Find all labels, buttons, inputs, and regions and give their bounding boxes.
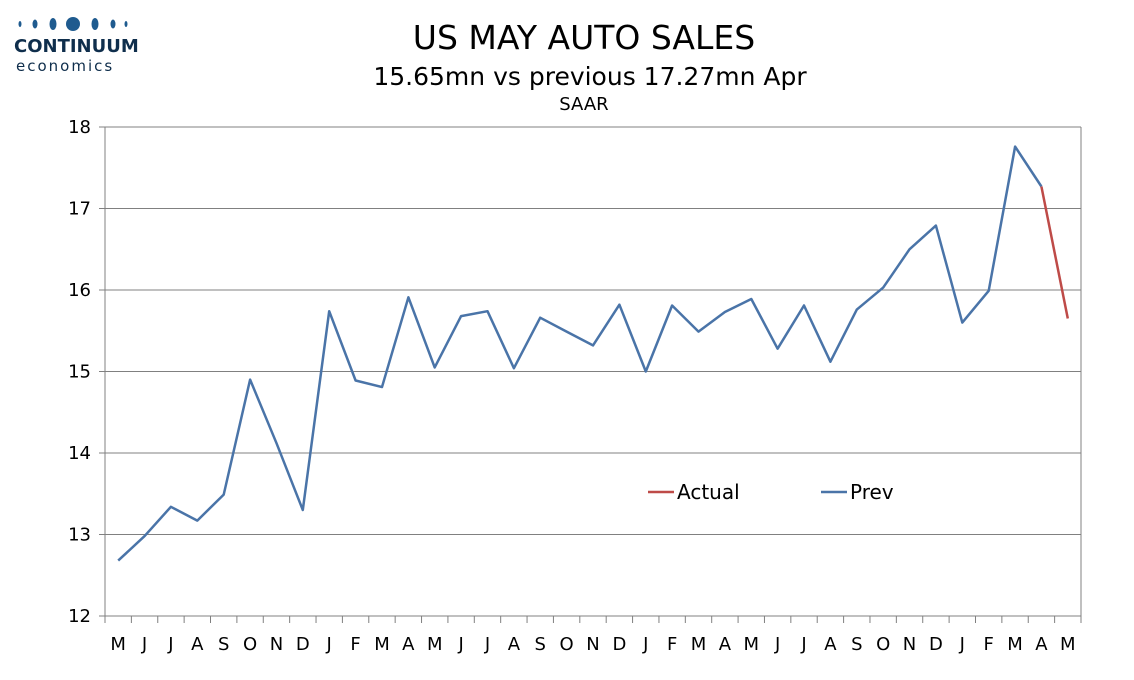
x-tick-label: A <box>508 634 521 655</box>
grid-layer <box>105 126 1081 617</box>
logo: CONTINUUM economics <box>14 14 139 75</box>
x-tick-label: F <box>983 634 993 655</box>
y-tick-label: 15 <box>68 362 91 383</box>
x-tick-label: J <box>959 634 965 655</box>
x-tick-label: J <box>774 634 780 655</box>
x-tick-label: F <box>667 634 677 655</box>
x-tick-label: D <box>929 634 943 655</box>
x-tick-label: O <box>560 634 574 655</box>
y-tick-label: 17 <box>68 199 91 220</box>
x-tick-label: N <box>270 634 283 655</box>
x-tick-label: M <box>744 634 760 655</box>
y-tick-label: 16 <box>68 280 91 301</box>
x-tick-label: M <box>691 634 707 655</box>
x-tick-label: S <box>535 634 546 655</box>
x-tick-label: D <box>612 634 626 655</box>
x-tick-label: A <box>824 634 837 655</box>
x-tick-label: D <box>296 634 310 655</box>
x-tick-label: M <box>427 634 443 655</box>
x-tick-label: J <box>800 634 806 655</box>
legend-label-actual: Actual <box>677 480 740 504</box>
x-tick-label: J <box>326 634 332 655</box>
logo-dots-icon <box>18 17 128 31</box>
x-tick-label: M <box>1007 634 1023 655</box>
x-tick-label: M <box>1060 634 1076 655</box>
y-tick-label: 13 <box>68 525 91 546</box>
series-line-prev <box>117 145 1043 562</box>
x-tick-label: S <box>218 634 229 655</box>
y-tick-label: 14 <box>68 443 91 464</box>
x-tick-label: O <box>243 634 257 655</box>
logo-subtitle: economics <box>16 57 115 75</box>
chart-subtitle-unit: SAAR <box>559 94 609 115</box>
x-tick-label: A <box>402 634 415 655</box>
x-tick-label: J <box>141 634 147 655</box>
x-tick-label: A <box>719 634 732 655</box>
y-tick-label: 18 <box>68 117 91 138</box>
x-tick-label: N <box>903 634 916 655</box>
x-tick-label: S <box>851 634 862 655</box>
logo-name: CONTINUUM <box>14 36 139 57</box>
chart-title: US MAY AUTO SALES <box>412 18 756 57</box>
chart-subtitle: 15.65mn vs previous 17.27mn Apr <box>373 62 807 91</box>
x-tick-label: F <box>350 634 360 655</box>
series-layer <box>117 145 1070 562</box>
series-line-actual <box>1040 186 1070 319</box>
x-tick-label: M <box>374 634 390 655</box>
y-tick-label: 12 <box>68 606 91 627</box>
x-tick-label: J <box>167 634 173 655</box>
x-tick-label: M <box>110 634 126 655</box>
legend: Actual Prev <box>648 480 894 504</box>
x-tick-label: J <box>642 634 648 655</box>
x-tick-label: J <box>457 634 463 655</box>
x-tick-label: O <box>876 634 890 655</box>
x-tick-label: N <box>586 634 599 655</box>
x-tick-label: A <box>191 634 204 655</box>
x-tick-label: A <box>1035 634 1048 655</box>
legend-label-prev: Prev <box>850 480 894 504</box>
x-tick-label: J <box>484 634 490 655</box>
